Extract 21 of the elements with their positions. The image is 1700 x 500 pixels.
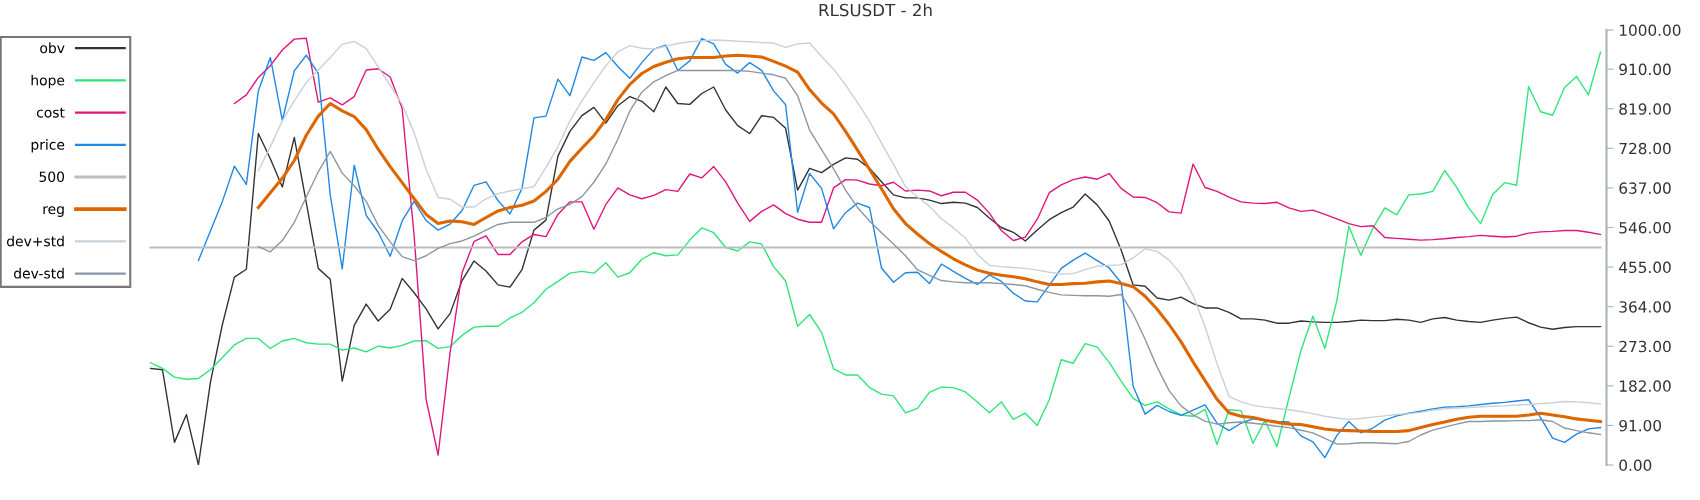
y-tick-label: 1000.00	[1619, 24, 1681, 37]
y-tick-label: 364.00	[1619, 301, 1671, 313]
legend-label: obv	[40, 42, 65, 54]
y-tick-label: 273.00	[1619, 340, 1671, 353]
y-tick-label: 91.00	[1619, 419, 1662, 432]
y-tick-label: 728.00	[1619, 142, 1671, 155]
legend-label: reg	[43, 206, 64, 217]
y-tick-label: 546.00	[1619, 221, 1671, 234]
legend-label: 500	[39, 171, 65, 183]
legend-label: cost	[36, 107, 65, 118]
chart-title: RLSUSDT - 2h	[819, 3, 932, 17]
y-tick-label: 182.00	[1619, 380, 1671, 392]
y-tick-label: 0.00	[1619, 459, 1652, 472]
y-tick-label: 819.00	[1619, 103, 1671, 115]
y-tick-label: 637.00	[1619, 182, 1671, 194]
legend-label: price	[31, 139, 65, 153]
legend-label: hope	[31, 74, 65, 89]
y-tick-label: 455.00	[1619, 261, 1671, 274]
legend-label: dev+std	[7, 235, 64, 247]
legend-label: dev-std	[14, 267, 64, 279]
y-tick-label: 910.00	[1619, 63, 1671, 76]
